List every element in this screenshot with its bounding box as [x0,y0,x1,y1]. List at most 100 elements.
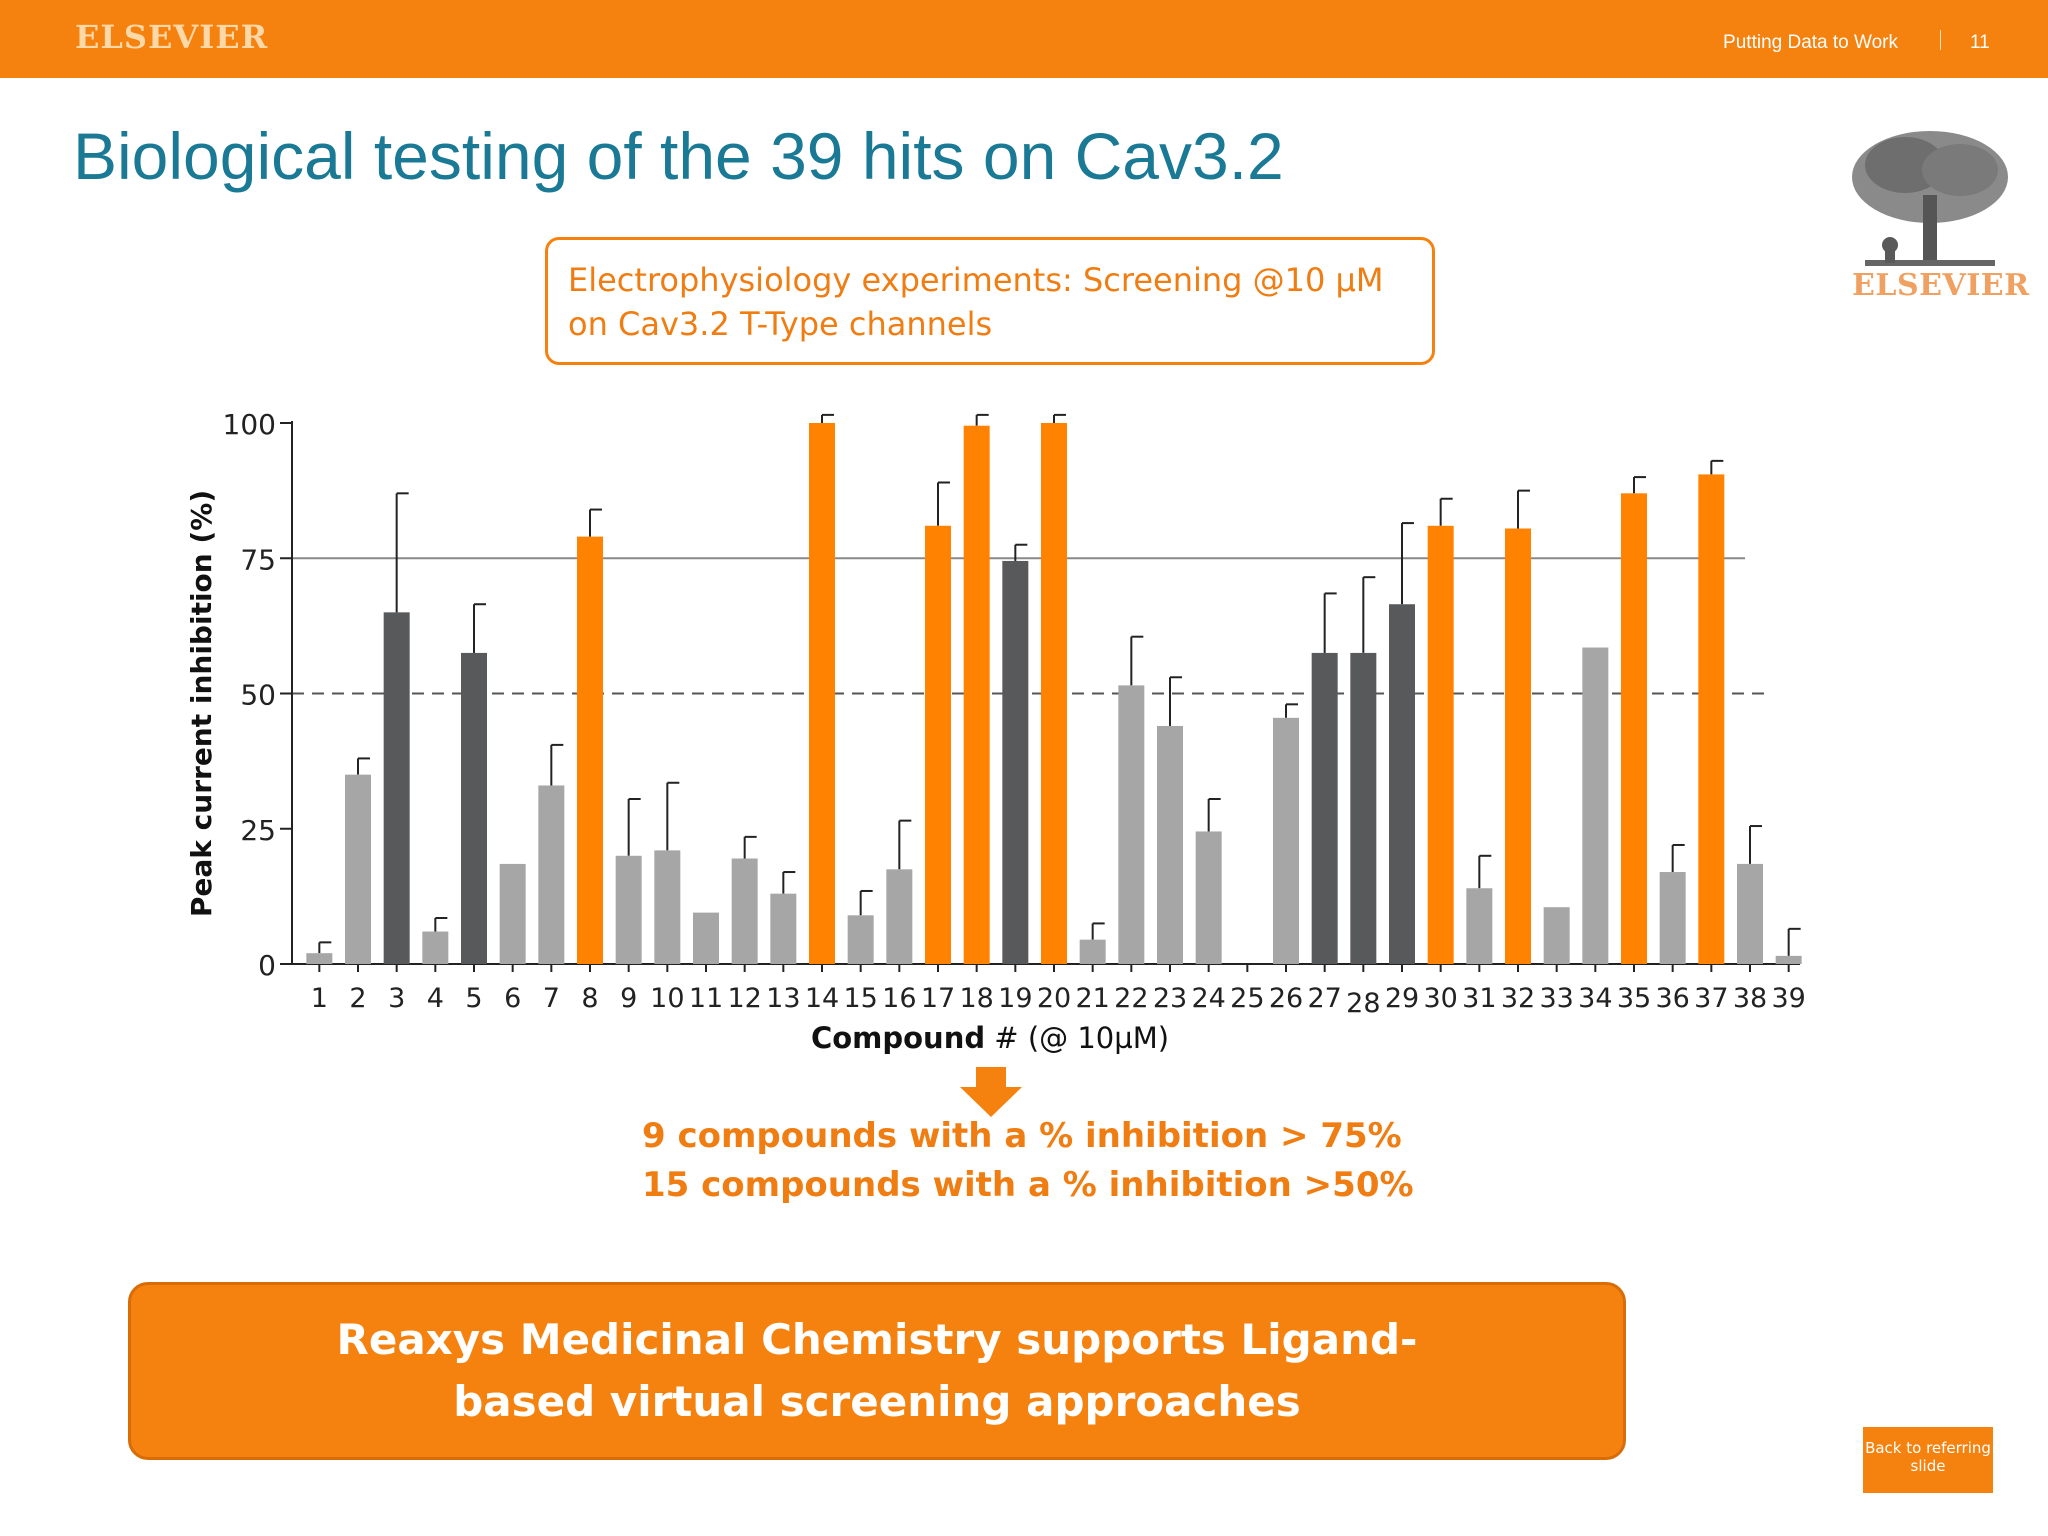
bar-compound-34 [1582,647,1609,964]
bar-compound-26 [1273,717,1299,964]
bar-compound-16 [886,869,913,964]
x-axis-label-rest: # (@ 10µM) [985,1021,1169,1055]
x-tick-label: 9 [620,983,637,1014]
x-tick-label: 23 [1153,983,1187,1014]
x-tick-label: 10 [650,983,684,1014]
x-tick-label: 29 [1385,983,1419,1014]
bar-compound-27 [1311,652,1338,964]
bar-compound-4 [422,931,449,964]
bar-compound-9 [615,855,642,964]
bar-compound-37 [1698,474,1725,964]
bar-compound-17 [925,525,951,964]
x-tick-label: 19 [998,983,1032,1014]
bar-compound-29 [1389,604,1415,964]
bar-compound-2 [345,774,371,964]
x-tick-label: 14 [805,983,839,1014]
x-tick-label: 4 [427,983,444,1014]
x-tick-label: 12 [727,983,761,1014]
y-tick-label: 75 [240,543,276,576]
x-tick-label: 34 [1578,983,1612,1014]
x-tick-label: 30 [1423,983,1457,1014]
slide-title: Biological testing of the 39 hits on Cav… [73,119,1284,193]
x-tick-label: 28 [1346,988,1380,1019]
x-tick-label: 35 [1617,983,1651,1014]
x-tick-label: 22 [1114,983,1148,1014]
bar-compound-3 [383,612,410,964]
bar-compound-31 [1466,888,1493,964]
down-arrow-icon [960,1067,1022,1117]
tagline: Putting Data to Work [1723,32,1898,53]
x-tick-label: 5 [465,983,482,1014]
bar-compound-36 [1659,872,1686,964]
x-tick-label: 20 [1037,983,1071,1014]
bar-compound-8 [577,536,603,964]
x-axis-label-bold: Compound [811,1021,985,1055]
page-number: 11 [1970,32,1990,53]
bar-compound-32 [1505,528,1531,964]
bar-compound-1 [306,953,333,964]
bar-compound-5 [461,652,487,964]
logo-wordmark: ELSEVIER [1852,268,2030,303]
x-tick-label: 6 [504,983,521,1014]
bar-compound-20 [1041,423,1067,964]
x-tick-label: 37 [1694,983,1728,1014]
back-to-referring-slide-button[interactable]: Back to referring slide [1863,1427,1993,1493]
subtitle-line-1: Electrophysiology experiments: Screening… [568,261,1384,299]
bar-compound-12 [731,858,758,964]
x-tick-label: 27 [1307,983,1341,1014]
x-tick-label: 2 [349,983,366,1014]
y-tick-label: 25 [240,814,276,847]
top-banner: ELSEVIER Putting Data to Work 11 [0,0,2048,78]
bar-compound-24 [1195,831,1222,964]
x-axis-label: Compound # (@ 10µM) [811,1021,1169,1055]
x-tick-label: 17 [921,983,955,1014]
x-tick-label: 25 [1230,983,1264,1014]
callout-text: Reaxys Medicinal Chemistry supports Liga… [336,1315,1418,1426]
elsevier-tree-logo-icon [1845,125,2015,310]
bar-compound-35 [1621,493,1647,964]
x-tick-label: 26 [1269,983,1303,1014]
bar-compound-15 [847,915,874,964]
x-tick-label: 24 [1191,983,1225,1014]
x-tick-label: 36 [1655,983,1689,1014]
x-tick-label: 16 [882,983,916,1014]
y-tick-label: 100 [223,408,276,441]
bar-compound-14 [809,423,835,964]
x-tick-label: 7 [543,983,560,1014]
x-tick-label: 21 [1075,983,1109,1014]
x-tick-label: 32 [1501,983,1535,1014]
bar-compound-28 [1350,652,1377,964]
header-divider [1940,30,1941,50]
y-axis-label: Peak current inhibition (%) [185,490,218,917]
x-tick-label: 31 [1462,983,1496,1014]
brand-wordmark: ELSEVIER [75,18,269,56]
bar-compound-6 [499,863,526,964]
bar-compound-33 [1543,907,1570,964]
experiment-description-box: Electrophysiology experiments: Screening… [545,237,1435,365]
x-tick-label: 33 [1539,983,1573,1014]
x-tick-label: 15 [843,983,877,1014]
y-tick-label: 0 [258,949,276,982]
bar-compound-19 [1002,560,1029,964]
bar-compound-38 [1737,863,1763,964]
bar-compound-13 [770,893,797,964]
bar-compound-39 [1775,955,1802,964]
bar-compound-21 [1079,939,1106,964]
x-tick-label: 3 [388,983,405,1014]
bar-compound-10 [654,850,681,964]
summary-text: 9 compounds with a % inhibition > 75% 15… [642,1112,1414,1210]
x-tick-label: 11 [689,983,723,1014]
callout-box: Reaxys Medicinal Chemistry supports Liga… [128,1282,1626,1460]
x-tick-label: 13 [766,983,800,1014]
bar-compound-30 [1427,525,1454,964]
bar-compound-11 [693,912,719,964]
subtitle-line-2: on Cav3.2 T-Type channels [568,305,993,343]
x-tick-label: 18 [959,983,993,1014]
bar-compound-7 [538,785,565,964]
y-tick-label: 50 [240,679,276,712]
x-tick-label: 1 [311,983,328,1014]
summary-line-1: 9 compounds with a % inhibition > 75% [642,1116,1402,1156]
x-tick-label: 8 [581,983,598,1014]
bar-compound-18 [963,425,990,965]
